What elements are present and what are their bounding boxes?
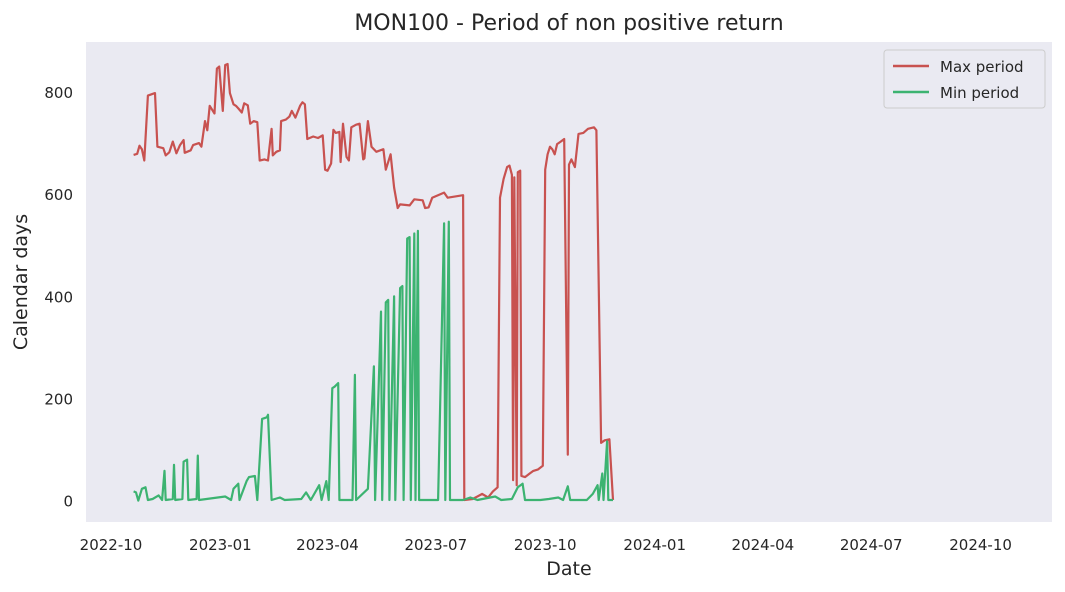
x-tick-label: 2023-10 [514,536,577,554]
legend-box [883,49,1046,109]
x-tick-label: 2024-01 [623,536,686,554]
legend: Max period Min period [883,49,1046,109]
x-tick-label: 2023-01 [189,536,252,554]
y-axis-title: Calendar days [10,214,32,350]
x-tick-label: 2022-10 [80,536,143,554]
legend-label-min-period: Min period [940,84,1019,102]
chart-title: MON100 - Period of non positive return [354,11,783,36]
y-tick-label: 800 [44,84,73,102]
y-tick-label: 600 [44,186,73,204]
x-axis-title: Date [546,558,591,580]
y-axis-ticks: 0 200 400 600 800 [44,84,73,511]
x-tick-label: 2024-10 [949,536,1012,554]
series-layer [133,62,615,502]
x-tick-label: 2023-07 [404,536,467,554]
y-tick-label: 400 [44,288,73,306]
legend-label-max-period: Max period [940,58,1024,76]
x-tick-label: 2024-04 [732,536,795,554]
x-tick-label: 2023-04 [296,536,359,554]
y-tick-label: 200 [44,390,73,408]
series-line-max-period [133,62,615,502]
y-tick-label: 0 [63,493,73,511]
x-axis-ticks: 2022-10 2023-01 2023-04 2023-07 2023-10 2024-… [80,536,1012,554]
x-tick-label: 2024-07 [840,536,903,554]
series-line-min-period [133,220,613,502]
